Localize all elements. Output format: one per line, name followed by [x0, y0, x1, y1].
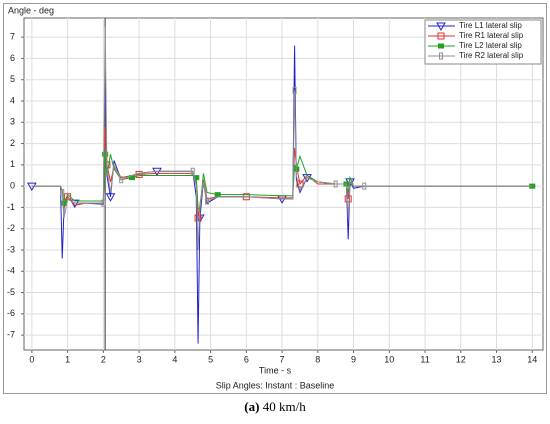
legend-marker	[438, 43, 444, 49]
x-tick-label: 5	[208, 354, 213, 364]
y-tick-label: 0	[10, 181, 15, 191]
y-tick-label: -5	[7, 287, 15, 297]
x-tick-label: 4	[172, 354, 177, 364]
x-tick-label: 3	[137, 354, 142, 364]
y-tick-label: 4	[10, 95, 15, 105]
point-marker	[194, 214, 202, 222]
y-tick-label: 2	[10, 138, 15, 148]
y-tick-label: 3	[10, 117, 15, 127]
legend-marker	[437, 32, 445, 40]
x-tick-label: 6	[244, 354, 249, 364]
y-tick-label: 5	[10, 74, 15, 84]
x-tick-label: 8	[315, 354, 320, 364]
point-marker	[205, 197, 210, 205]
legend-label: Tire L1 lateral slip	[459, 21, 522, 30]
x-tick-label: 13	[492, 354, 502, 364]
legend-label: Tire R2 lateral slip	[459, 51, 524, 60]
x-tick-label: 12	[456, 354, 466, 364]
y-tick-label: 6	[10, 53, 15, 63]
y-tick-label: -3	[7, 244, 15, 254]
y-tick-label: -7	[7, 329, 15, 339]
y-tick-label: -4	[7, 266, 15, 276]
point-marker	[102, 151, 109, 157]
legend-label: Tire L2 lateral slip	[459, 41, 522, 50]
legend-marker	[439, 52, 443, 60]
point-marker	[119, 176, 124, 184]
x-tick-label: 0	[29, 354, 34, 364]
legend-label: Tire R1 lateral slip	[459, 31, 524, 40]
point-marker	[214, 192, 221, 198]
x-tick-label: 11	[420, 354, 429, 364]
caption-text: 40 km/h	[263, 399, 306, 414]
y-tick-label: -6	[7, 308, 15, 318]
point-marker	[60, 189, 65, 197]
x-tick-label: 1	[65, 354, 70, 364]
x-tick-label: 7	[280, 354, 285, 364]
point-marker	[101, 199, 106, 207]
point-marker	[292, 86, 297, 94]
x-tick-label: 9	[351, 354, 356, 364]
point-marker	[105, 193, 116, 202]
caption: (a) 40 km/h	[244, 399, 306, 414]
legend-marker	[436, 22, 446, 32]
chart-subtitle: Slip Angles: Instant : Baseline	[216, 380, 335, 390]
point-marker	[61, 200, 68, 206]
caption-label: (a)	[244, 399, 259, 414]
y-tick-label: -1	[7, 202, 15, 212]
point-marker	[344, 195, 352, 203]
series-line	[31, 26, 533, 250]
point-marker	[362, 182, 367, 190]
plot-area	[23, 17, 544, 351]
legend-box	[424, 19, 542, 65]
y-tick-label: 7	[10, 32, 15, 42]
point-marker	[333, 180, 338, 188]
x-tick-label: 10	[384, 354, 394, 364]
chart-title: Angle - deg	[8, 5, 54, 15]
x-axis-label: Time - s	[259, 365, 292, 375]
y-tick-label: 1	[10, 159, 15, 169]
x-tick-label: 2	[101, 354, 106, 364]
y-tick-label: -2	[7, 223, 15, 233]
point-marker	[190, 167, 195, 175]
x-tick-label: 14	[527, 354, 537, 364]
